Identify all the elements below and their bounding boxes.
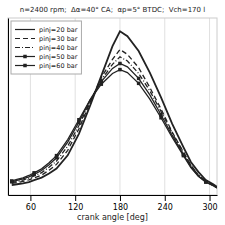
x-tick-mark <box>75 195 76 201</box>
x-tick-label: 120 <box>68 203 83 212</box>
legend-item: pinj=60 bar <box>15 62 78 70</box>
legend-marker <box>23 64 27 68</box>
x-tick-label: 180 <box>113 203 128 212</box>
legend-swatch <box>15 29 35 30</box>
marker <box>137 77 141 81</box>
legend-label: pinj=30 bar <box>39 35 78 43</box>
marker <box>137 82 141 86</box>
x-tick-label: 240 <box>158 203 173 212</box>
legend-item: pinj=20 bar <box>15 26 78 34</box>
x-tick-mark <box>210 195 211 201</box>
marker <box>77 118 81 122</box>
legend-frame <box>11 21 81 74</box>
title: n=2400 rpm; Δα=40° CA; αp=5° BTDC; Vch=1… <box>20 6 205 14</box>
x-tick-mark <box>120 195 121 201</box>
x-axis-title: crank angle [deg] <box>77 213 148 222</box>
legend-marker <box>23 55 27 59</box>
plot-frame <box>8 18 217 195</box>
plot: 60120180240300pinj=20 barpinj=30 barpinj… <box>8 18 218 212</box>
legend-item: pinj=50 bar <box>15 53 78 61</box>
x-tick: 300 <box>202 195 217 212</box>
legend-swatch <box>15 47 35 48</box>
chart: 60120180240300pinj=20 barpinj=30 barpinj… <box>0 0 225 225</box>
x-tick-mark <box>165 195 166 201</box>
legend-label: pinj=50 bar <box>39 53 78 61</box>
grid-line <box>119 18 120 195</box>
x-axis: 60 120 180 240 300 <box>9 195 218 212</box>
grid-line <box>209 18 210 195</box>
x-tick-mark <box>30 195 31 201</box>
y-axis-line <box>8 19 9 196</box>
marker <box>10 180 14 184</box>
y-axis <box>8 19 9 196</box>
x-tick: 180 <box>113 195 128 212</box>
legend-label: pinj=40 bar <box>39 44 78 52</box>
legend-item: pinj=30 bar <box>15 35 78 43</box>
x-tick: 120 <box>68 195 83 212</box>
marker <box>32 171 36 175</box>
series-line <box>12 31 217 186</box>
marker <box>100 82 104 86</box>
marker <box>10 179 14 183</box>
marker <box>204 180 208 184</box>
series-line <box>12 63 217 188</box>
legend-label: pinj=20 bar <box>39 26 78 34</box>
legend-label: pinj=60 bar <box>39 62 78 70</box>
x-tick: 240 <box>158 195 173 212</box>
marker <box>204 180 208 184</box>
marker <box>118 62 122 66</box>
legend: pinj=20 barpinj=30 barpinj=40 barpinj=50… <box>11 21 81 74</box>
marker <box>55 154 59 158</box>
series-line <box>12 57 217 188</box>
series-line <box>12 70 217 188</box>
legend-swatch <box>15 38 35 39</box>
x-tick-label: 60 <box>26 203 36 212</box>
x-tick: 60 <box>26 195 36 212</box>
legend-item: pinj=40 bar <box>15 44 78 52</box>
marker <box>159 116 163 120</box>
x-tick-label: 300 <box>202 203 217 212</box>
marker <box>182 154 186 158</box>
marks <box>10 31 217 188</box>
marker <box>118 68 122 72</box>
x-axis-line <box>9 195 218 196</box>
